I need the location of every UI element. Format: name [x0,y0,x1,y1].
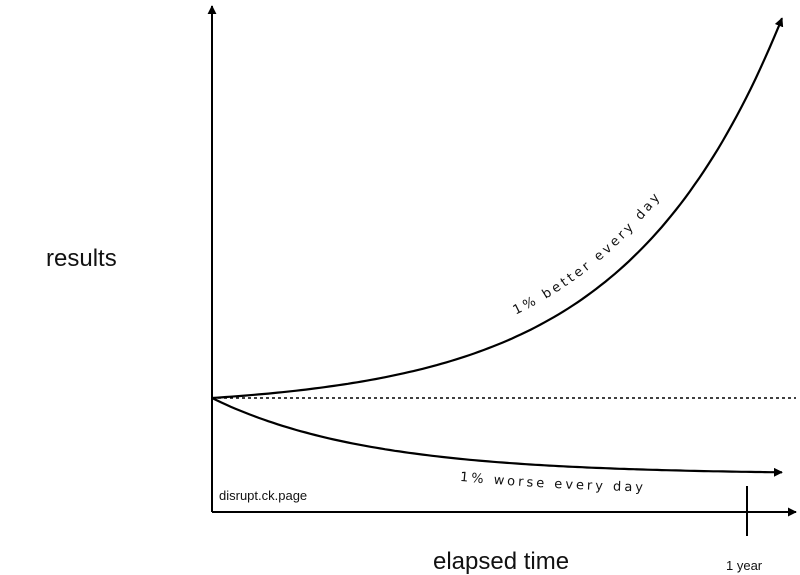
series-label-better: 1% better every day [511,188,665,318]
series-line-better [211,17,784,400]
x-axis-label: elapsed time [433,548,569,575]
series-label-worse: 1% worse every day [459,470,646,496]
x-tick-label-1-year: 1 year [726,558,763,573]
y-axis-label: results [46,245,117,272]
watermark-text: disrupt.ck.page [219,488,307,503]
series-line-worse [211,397,783,477]
